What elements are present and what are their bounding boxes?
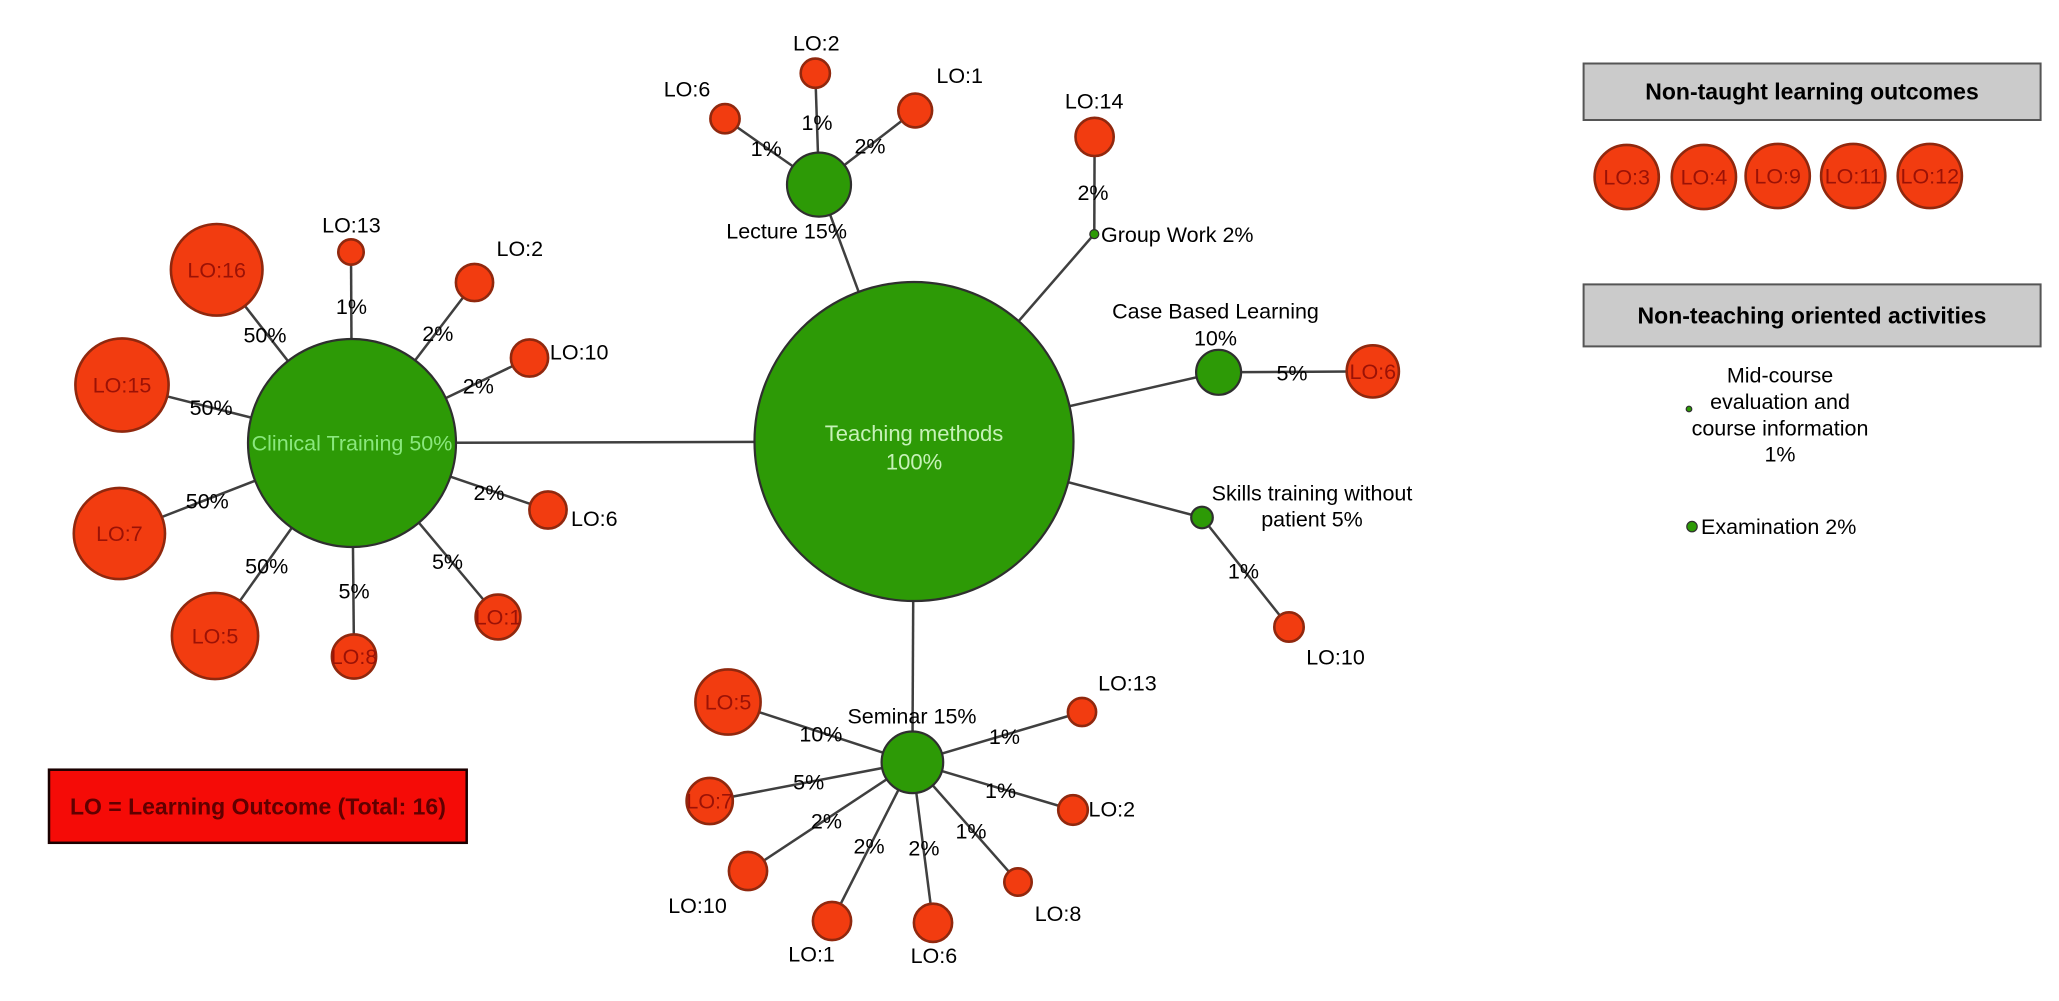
svg-text:1%: 1%: [989, 725, 1020, 749]
svg-text:LO:7: LO:7: [96, 522, 143, 546]
svg-text:2%: 2%: [473, 481, 504, 505]
svg-text:LO:10: LO:10: [1306, 646, 1365, 670]
svg-text:LO:15: LO:15: [93, 374, 152, 398]
svg-text:LO:8: LO:8: [1035, 902, 1082, 926]
svg-text:2%: 2%: [854, 135, 885, 159]
svg-text:LO:2: LO:2: [496, 237, 543, 261]
svg-text:2%: 2%: [463, 375, 494, 399]
svg-text:LO:14: LO:14: [1065, 89, 1124, 113]
svg-text:LO:13: LO:13: [1098, 671, 1157, 695]
svg-text:LO:10: LO:10: [550, 340, 609, 364]
svg-text:LO = Learning Outcome (Total:: LO = Learning Outcome (Total: 16): [70, 793, 446, 819]
svg-text:1%: 1%: [336, 295, 367, 319]
svg-text:Non-teaching oriented activiti: Non-teaching oriented activities: [1638, 303, 1987, 329]
svg-text:LO:9: LO:9: [1754, 165, 1801, 189]
svg-text:Non-taught learning outcomes: Non-taught learning outcomes: [1645, 79, 1979, 105]
svg-text:LO:1: LO:1: [475, 606, 522, 630]
svg-text:1%: 1%: [985, 779, 1016, 803]
svg-text:2%: 2%: [811, 809, 842, 833]
svg-text:LO:11: LO:11: [1825, 165, 1882, 189]
svg-text:1%: 1%: [955, 820, 986, 844]
svg-text:5%: 5%: [432, 550, 463, 574]
svg-text:1%: 1%: [1228, 560, 1259, 584]
svg-text:10%: 10%: [799, 723, 842, 747]
svg-text:1%: 1%: [801, 111, 832, 135]
svg-text:LO:6: LO:6: [911, 944, 958, 968]
svg-text:1%: 1%: [751, 137, 782, 161]
svg-text:50%: 50%: [186, 490, 229, 514]
svg-text:LO:1: LO:1: [936, 64, 983, 88]
svg-text:LO:4: LO:4: [1681, 166, 1728, 190]
svg-text:LO:7: LO:7: [686, 790, 733, 814]
svg-text:100%: 100%: [886, 450, 942, 475]
svg-text:2%: 2%: [1077, 181, 1108, 205]
svg-text:LO:8: LO:8: [331, 645, 378, 669]
svg-text:LO:5: LO:5: [705, 691, 752, 715]
svg-text:LO:2: LO:2: [1088, 798, 1135, 822]
svg-text:LO:13: LO:13: [322, 214, 381, 238]
svg-text:LO:2: LO:2: [793, 32, 840, 56]
svg-text:2%: 2%: [908, 836, 939, 860]
svg-text:50%: 50%: [243, 324, 286, 348]
svg-text:5%: 5%: [1276, 362, 1307, 386]
svg-text:Lecture 15%: Lecture 15%: [726, 220, 847, 244]
svg-text:50%: 50%: [245, 554, 288, 578]
svg-text:LO:16: LO:16: [187, 259, 246, 283]
svg-text:5%: 5%: [793, 771, 824, 795]
svg-text:Mid-course: Mid-course: [1727, 364, 1833, 388]
svg-text:50%: 50%: [190, 396, 233, 420]
svg-text:Examination 2%: Examination 2%: [1701, 515, 1856, 539]
svg-text:LO:3: LO:3: [1603, 166, 1650, 190]
svg-text:Clinical Training 50%: Clinical Training 50%: [252, 432, 453, 456]
svg-text:LO:6: LO:6: [571, 507, 618, 531]
svg-text:2%: 2%: [422, 322, 453, 346]
svg-text:10%: 10%: [1194, 326, 1237, 350]
svg-text:LO:1: LO:1: [788, 942, 835, 966]
svg-text:evaluation and: evaluation and: [1710, 390, 1850, 414]
svg-text:Case Based Learning: Case Based Learning: [1112, 299, 1319, 323]
svg-text:patient 5%: patient 5%: [1261, 508, 1363, 532]
svg-text:Skills training without: Skills training without: [1212, 482, 1413, 506]
svg-text:Seminar 15%: Seminar 15%: [847, 705, 976, 729]
svg-text:LO:12: LO:12: [1901, 165, 1960, 189]
svg-text:Teaching methods: Teaching methods: [825, 421, 1004, 446]
svg-text:1%: 1%: [1764, 443, 1795, 467]
svg-text:LO:10: LO:10: [668, 894, 727, 918]
svg-text:LO:6: LO:6: [1349, 360, 1396, 384]
svg-text:LO:5: LO:5: [192, 625, 239, 649]
svg-text:LO:6: LO:6: [664, 78, 711, 102]
svg-text:course information: course information: [1692, 416, 1869, 440]
svg-text:2%: 2%: [854, 835, 885, 859]
svg-text:5%: 5%: [339, 580, 370, 604]
svg-text:Group Work 2%: Group Work 2%: [1101, 223, 1254, 247]
